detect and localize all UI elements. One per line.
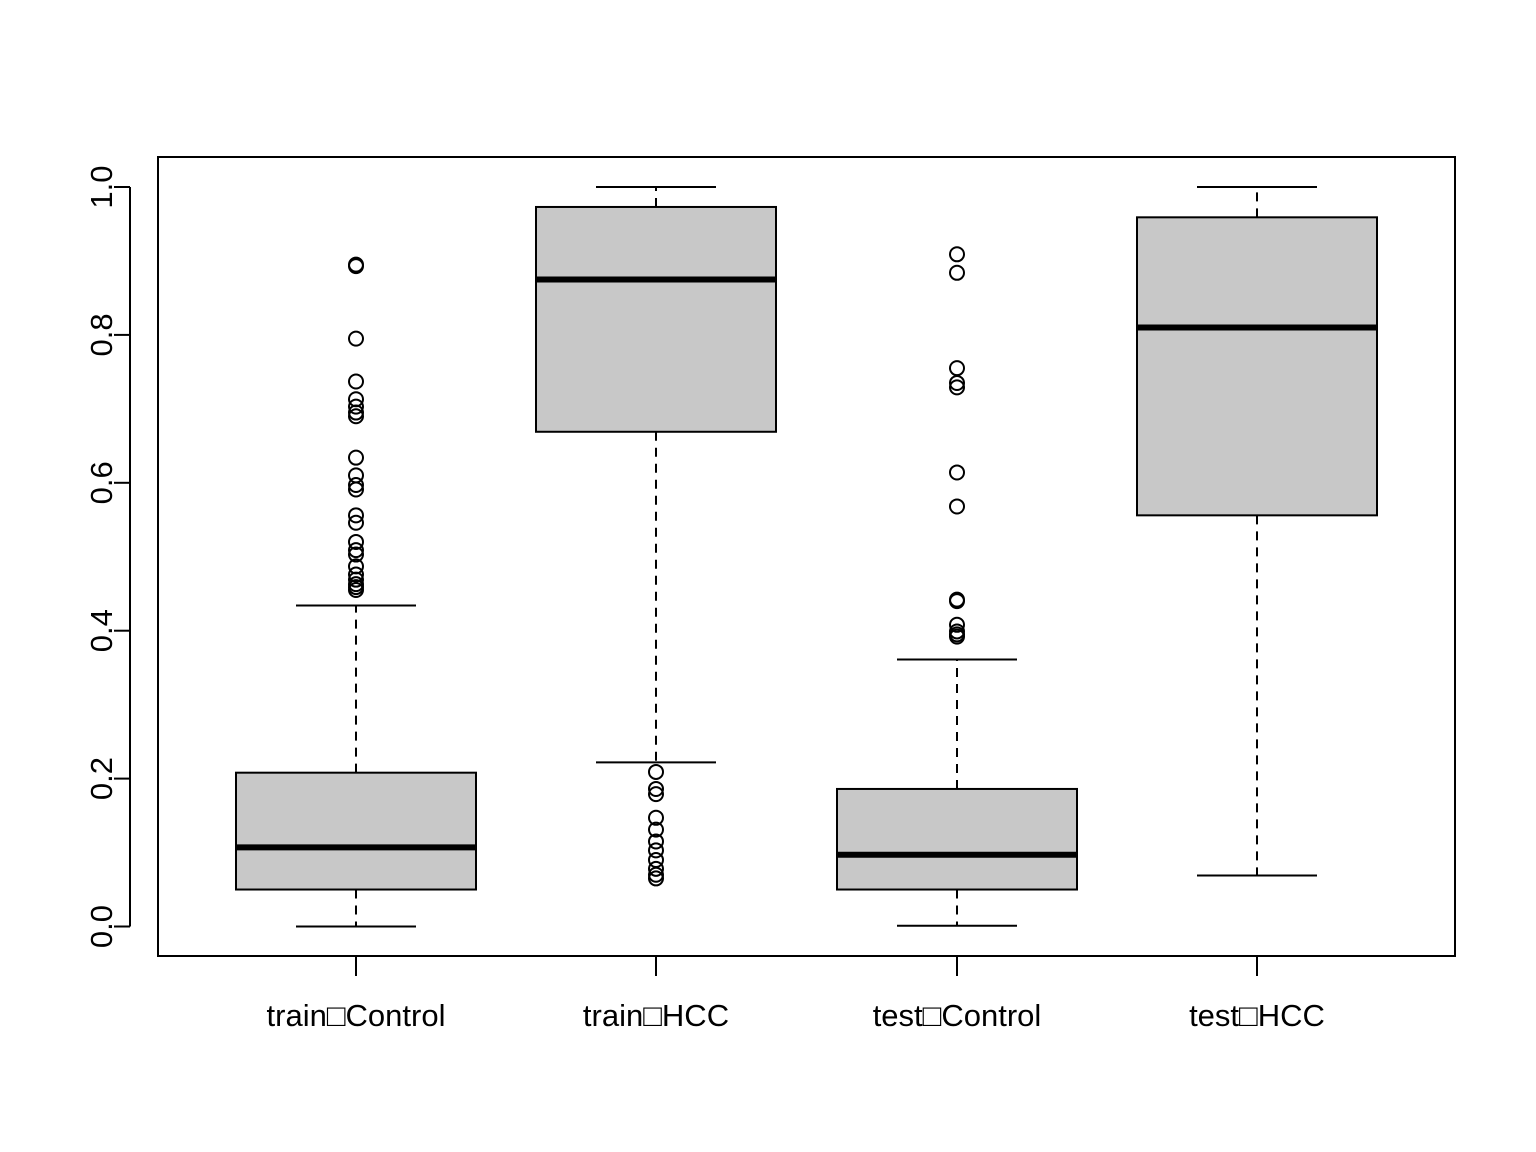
y-tick-label: 0.8 [84, 313, 119, 356]
outlier-point [348, 533, 364, 550]
outlier-point [949, 246, 965, 263]
x-tick-label: train□Control [267, 998, 446, 1033]
outlier-point [949, 360, 965, 377]
box-group [1136, 186, 1378, 877]
outlier-point [949, 379, 965, 396]
y-tick-label: 0.6 [84, 461, 119, 504]
outlier-point [648, 821, 664, 838]
outlier-point [949, 498, 965, 515]
outlier-point [648, 842, 664, 859]
y-tick-label: 0.4 [84, 609, 119, 652]
outlier-point [348, 481, 364, 498]
outlier-point [648, 870, 664, 887]
box-group [235, 256, 477, 928]
outlier-point [949, 264, 965, 281]
outlier-point [949, 464, 965, 481]
outlier-point [949, 374, 965, 391]
outlier-point [348, 507, 364, 524]
iqr-box [1136, 216, 1378, 517]
outlier-point [348, 398, 364, 415]
plot-area [235, 186, 1378, 928]
iqr-box [235, 771, 477, 891]
outlier-point [648, 786, 664, 803]
outlier-point [348, 408, 364, 425]
outlier-point [348, 566, 364, 583]
y-tick-label: 0.2 [84, 757, 119, 800]
x-tick-label: test□Control [873, 998, 1042, 1033]
iqr-box [535, 205, 777, 433]
outlier-point [348, 571, 364, 588]
outlier-point [648, 780, 664, 797]
outlier-point [348, 373, 364, 390]
x-axis: train□Control train□HCC test□Control test□H… [267, 956, 1325, 1033]
outlier-point [348, 330, 364, 347]
outlier-point [348, 546, 364, 563]
box-group [535, 186, 777, 887]
y-tick-label: 1.0 [84, 165, 119, 208]
x-tick-label: train□HCC [583, 998, 729, 1033]
outlier-point [648, 809, 664, 826]
outlier-point [949, 593, 965, 610]
iqr-box [836, 787, 1078, 891]
outlier-point [648, 763, 664, 780]
outlier-point [348, 449, 364, 466]
x-tick-label: test□HCC [1189, 998, 1325, 1033]
box-group [836, 246, 1078, 927]
plot-frame [157, 156, 1456, 957]
outlier-point [348, 477, 364, 494]
outlier-point [949, 628, 965, 645]
outlier-point [348, 256, 364, 273]
outlier-point [648, 860, 664, 877]
outlier-point [648, 833, 664, 850]
outlier-point [348, 542, 364, 559]
y-axis: 0.0 0.2 0.4 0.6 0.8 1.0 [84, 165, 131, 948]
outlier-point [348, 582, 364, 599]
outlier-point [949, 616, 965, 633]
y-tick-label: 0.0 [84, 905, 119, 948]
outlier-point [348, 514, 364, 531]
